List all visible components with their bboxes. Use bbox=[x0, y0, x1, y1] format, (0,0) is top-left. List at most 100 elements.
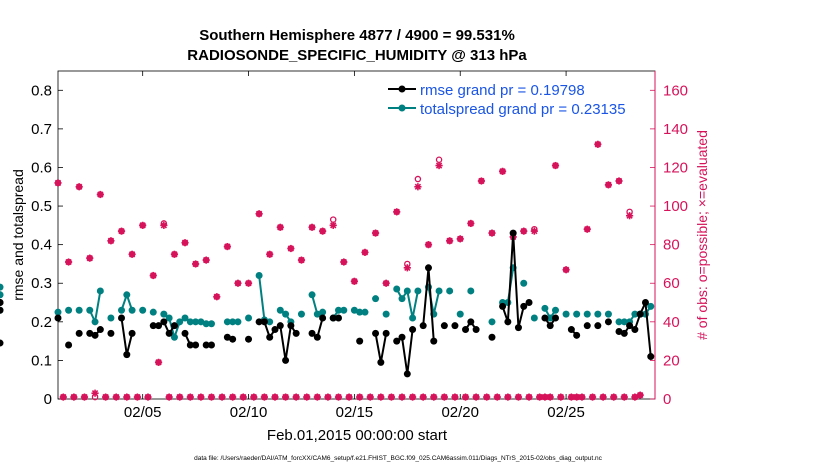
right-axis: 0 20 40 60 80 100 120 140 160 bbox=[650, 71, 688, 408]
y-left-tick-label: 0 bbox=[44, 391, 52, 408]
obs-count-markers bbox=[54, 140, 644, 401]
rmse-point bbox=[583, 322, 591, 330]
rmse-point bbox=[0, 299, 4, 307]
rmse-point bbox=[594, 322, 602, 330]
rmse-point bbox=[377, 358, 385, 366]
rmse-point bbox=[382, 329, 390, 337]
totalspread-point bbox=[160, 310, 168, 318]
obs-evaluated-marker bbox=[165, 393, 173, 401]
obs-evaluated-marker bbox=[234, 279, 242, 287]
totalspread-point bbox=[467, 287, 475, 295]
x-tick-label: 02/15 bbox=[336, 404, 374, 421]
obs-evaluated-marker bbox=[202, 256, 210, 264]
rmse-point bbox=[472, 326, 480, 334]
totalspread-point bbox=[382, 310, 390, 318]
totalspread-point bbox=[65, 306, 73, 314]
footer-data-file: data file: /Users/raeder/DAI/ATM_forcXX/… bbox=[194, 455, 603, 462]
obs-evaluated-marker bbox=[599, 393, 607, 401]
totalspread-point bbox=[372, 295, 380, 303]
obs-evaluated-marker bbox=[308, 223, 316, 231]
obs-evaluated-marker bbox=[604, 181, 613, 189]
y-right-tick-label: 80 bbox=[663, 237, 680, 254]
obs-evaluated-marker bbox=[139, 221, 147, 229]
y-right-tick-label: 120 bbox=[663, 159, 688, 176]
rmse-point bbox=[181, 329, 189, 337]
rmse-point bbox=[123, 351, 131, 359]
rmse-point bbox=[641, 299, 649, 307]
rmse-point bbox=[282, 356, 290, 364]
obs-evaluated-marker bbox=[456, 235, 464, 243]
totalspread-point bbox=[123, 291, 131, 299]
rmse-point bbox=[467, 318, 475, 326]
y-left-tick-label: 0.7 bbox=[31, 121, 52, 138]
totalspread-point bbox=[488, 318, 496, 326]
obs-evaluated-marker bbox=[86, 254, 94, 262]
totalspread-point bbox=[335, 306, 343, 314]
rmse-point bbox=[207, 341, 215, 349]
obs-evaluated-marker bbox=[123, 393, 131, 401]
rmse-point bbox=[292, 329, 300, 337]
rmse-point bbox=[573, 331, 581, 339]
obs-evaluated-marker bbox=[160, 221, 168, 229]
rmse-point bbox=[160, 318, 168, 326]
y-right-tick-label: 60 bbox=[663, 275, 680, 292]
totalspread-point bbox=[207, 320, 215, 328]
rmse-point bbox=[192, 341, 200, 349]
obs-evaluated-marker bbox=[551, 161, 560, 170]
obs-evaluated-marker bbox=[255, 210, 263, 218]
rmse-point bbox=[620, 329, 628, 337]
obs-evaluated-marker bbox=[504, 393, 512, 401]
obs-evaluated-marker bbox=[525, 393, 533, 401]
obs-evaluated-marker bbox=[419, 393, 427, 401]
totalspread-point bbox=[255, 272, 263, 280]
obs-evaluated-marker bbox=[260, 393, 269, 401]
totalspread-point bbox=[446, 287, 454, 295]
obs-evaluated-marker bbox=[186, 393, 194, 401]
obs-evaluated-marker bbox=[594, 140, 602, 148]
totalspread-point bbox=[223, 318, 231, 326]
rmse-point bbox=[525, 299, 533, 307]
obs-evaluated-marker bbox=[398, 393, 406, 401]
obs-evaluated-marker bbox=[440, 393, 448, 401]
rmse-point bbox=[520, 302, 528, 310]
rmse-point bbox=[335, 314, 343, 322]
y-right-tick-label: 140 bbox=[663, 121, 688, 138]
totalspread-point bbox=[308, 291, 316, 299]
totalspread-point bbox=[202, 320, 210, 328]
legend-spread-marker bbox=[398, 104, 406, 112]
obs-evaluated-marker bbox=[313, 393, 321, 401]
plot-area bbox=[57, 70, 656, 400]
y-left-tick-label: 0.3 bbox=[31, 275, 52, 292]
obs-evaluated-marker bbox=[467, 219, 475, 228]
obs-evaluated-marker bbox=[403, 264, 411, 272]
obs-evaluated-marker bbox=[192, 260, 200, 268]
obs-evaluated-marker bbox=[64, 258, 73, 266]
totalspread-point bbox=[266, 318, 274, 326]
rmse-point bbox=[186, 341, 194, 349]
obs-evaluated-marker bbox=[91, 389, 99, 397]
totalspread-point bbox=[546, 314, 554, 322]
totalspread-point bbox=[54, 308, 62, 316]
totalspread-point bbox=[75, 306, 83, 314]
totalspread-point bbox=[340, 306, 348, 314]
rmse-point bbox=[54, 314, 62, 322]
rmse-point bbox=[276, 322, 284, 330]
rmse-point bbox=[409, 326, 417, 334]
obs-evaluated-marker bbox=[382, 279, 390, 287]
totalspread-point bbox=[435, 287, 443, 295]
rmse-point bbox=[271, 326, 279, 334]
y-right-tick-label: 20 bbox=[663, 352, 680, 369]
obs-evaluated-marker bbox=[520, 227, 528, 235]
totalspread-point bbox=[86, 306, 94, 314]
totalspread-point bbox=[107, 314, 115, 322]
rmse-point bbox=[499, 302, 507, 310]
y-axis-label-left: rmse and totalspread bbox=[10, 169, 26, 301]
obs-evaluated-marker bbox=[181, 239, 189, 247]
totalspread-point bbox=[197, 318, 205, 326]
obs-evaluated-marker bbox=[345, 393, 353, 401]
rmse-point bbox=[128, 329, 136, 337]
obs-evaluated-marker bbox=[350, 277, 358, 285]
totalspread-point bbox=[414, 287, 422, 295]
totalspread-point bbox=[0, 291, 4, 299]
y-left-tick-label: 0.6 bbox=[31, 159, 52, 176]
